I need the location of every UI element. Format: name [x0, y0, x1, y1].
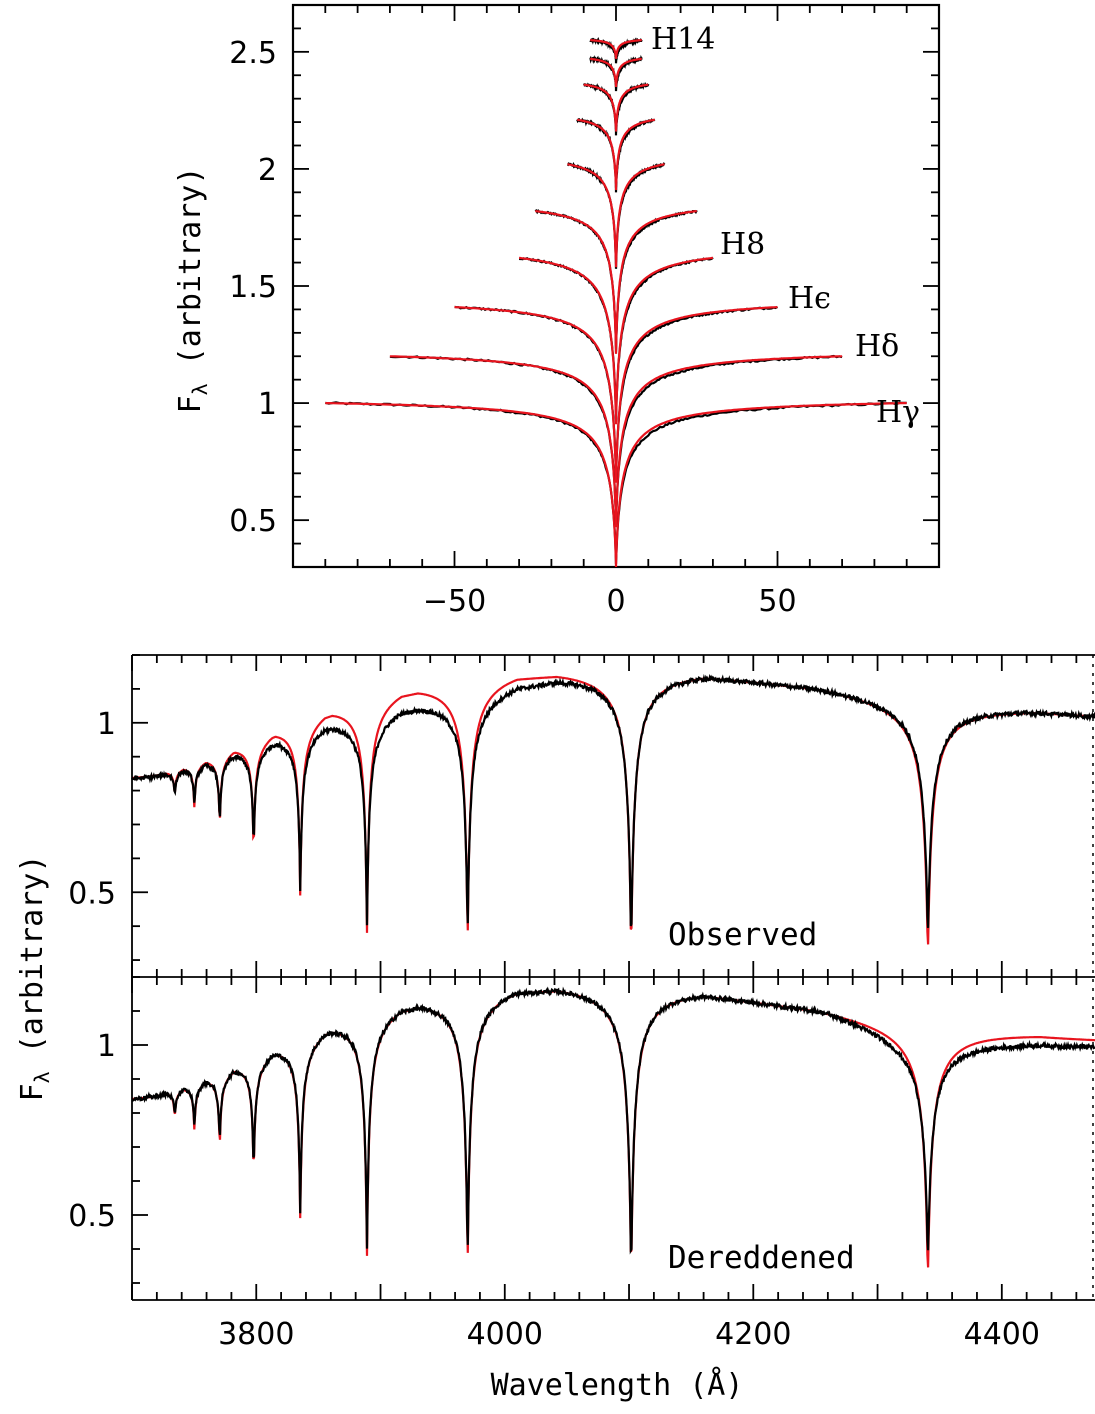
model-profile-line: [576, 118, 656, 190]
line-profile-panel: −50 0 50 0.5 1 1.5 2 2.5 H14 H8 Hϵ Hδ Hγ Fλ (arbitr…: [173, 3, 941, 619]
lower-ylabel: Fλ (arbitrary): [15, 855, 54, 1102]
line-annotations: H14 H8 Hϵ Hδ Hγ: [651, 22, 920, 430]
ytick-label: 1: [97, 1029, 116, 1064]
model-profile-line: [590, 39, 642, 59]
lower-ylabel-sub: λ: [30, 1071, 54, 1083]
xtick-label: 4000: [467, 1317, 543, 1352]
lower-ylabel-unit: (arbitrary): [15, 855, 50, 1054]
model-profile-line: [519, 256, 713, 425]
bot-axis-ticks: [131, 976, 1078, 1300]
observed-spectra: [131, 673, 1095, 945]
dereddened-spectra: [131, 986, 1095, 1268]
observed-label: Observed: [668, 917, 817, 953]
top-axis-ticks: [292, 4, 940, 568]
model-profile-line: [583, 83, 649, 132]
ytick-label: 0.5: [68, 1199, 116, 1234]
top-ytick-label: 2: [258, 153, 277, 188]
model-profile-line: [389, 355, 843, 528]
line-label: H14: [651, 22, 715, 57]
bot-tick-labels: 3800 4000 4200 4400 0.5 1: [68, 1029, 1040, 1352]
model-profile-line: [454, 306, 778, 483]
top-ytick-label: 1: [258, 387, 277, 422]
xlabel: Wavelength (Å): [491, 1367, 744, 1403]
xtick-label: 3800: [218, 1317, 294, 1352]
line-label: Hγ: [876, 395, 920, 430]
ytick-label: 1: [97, 707, 116, 742]
observed-spectrum-line: [131, 673, 1095, 928]
ytick-label: 0.5: [68, 876, 116, 911]
top-ylabel-sub: λ: [188, 383, 212, 395]
top-xtick-label: 0: [606, 584, 625, 619]
top-line-profiles: [325, 36, 907, 568]
top-xtick-label: 50: [758, 584, 796, 619]
observed-panel: 0.51 Observed: [68, 654, 1095, 977]
top-ytick-label: 1.5: [229, 270, 277, 305]
top-ylabel: Fλ (arbitrary): [173, 167, 212, 414]
top-ylabel-f: F: [173, 395, 208, 413]
model-profile-line: [325, 402, 907, 568]
xtick-label: 4200: [715, 1317, 791, 1352]
top-tick-labels: −50 0 50 0.5 1 1.5 2 2.5: [229, 36, 796, 619]
line-label: H8: [720, 227, 765, 262]
line-label: Hδ: [855, 329, 899, 364]
top-ytick-label: 0.5: [229, 504, 277, 539]
top-ytick-label: 2.5: [229, 36, 277, 71]
mid-axis-ticks: [131, 654, 1078, 977]
line-label: Hϵ: [788, 281, 831, 316]
model-profile-line: [535, 210, 697, 354]
mid-tick-labels: 0.51: [68, 707, 116, 911]
model-profile-line: [590, 57, 642, 87]
lower-ylabel-f: F: [15, 1083, 50, 1101]
svg-text:Fλ (arbitrary): Fλ (arbitrary): [15, 855, 54, 1102]
dereddened-label: Dereddened: [668, 1240, 855, 1276]
svg-text:Fλ (arbitrary): Fλ (arbitrary): [173, 167, 212, 414]
top-ylabel-unit: (arbitrary): [173, 167, 208, 366]
lower-frames: [131, 654, 1095, 1301]
observed-spectrum-line: [131, 986, 1095, 1255]
top-xtick-label: −50: [423, 584, 486, 619]
model-profile-line: [567, 163, 665, 268]
model-spectrum-line: [132, 675, 1095, 945]
dereddened-panel: 3800 4000 4200 4400 0.5 1 Dereddened: [68, 976, 1095, 1352]
xtick-label: 4400: [964, 1317, 1040, 1352]
